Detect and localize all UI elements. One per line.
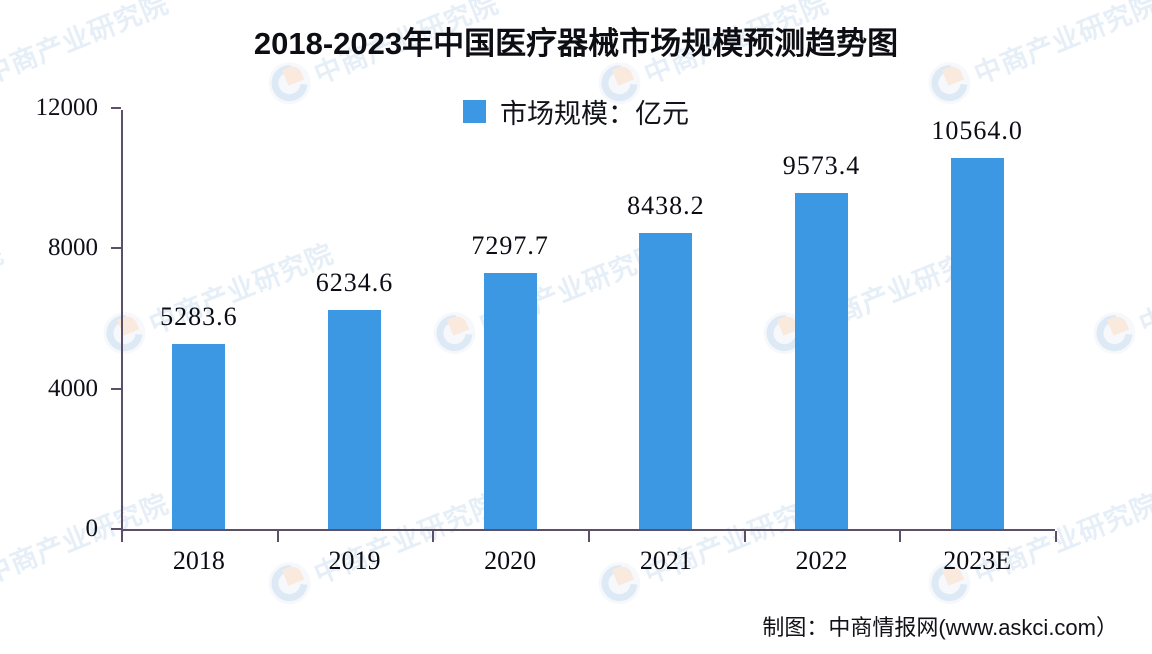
y-axis-tick-label: 0 xyxy=(85,515,99,542)
bar-value-label: 7297.7 xyxy=(471,230,549,260)
bar-value-label: 10564.0 xyxy=(931,116,1023,146)
y-axis-tick-label: 8000 xyxy=(48,234,98,262)
x-axis-category-label: 2020 xyxy=(484,546,537,575)
bar-value-label: 9573.4 xyxy=(782,151,861,181)
x-axis-category-slot: 2023E xyxy=(943,110,1011,575)
watermark-text: 中商产业研究院 xyxy=(0,238,8,340)
x-axis-tick xyxy=(588,531,590,542)
bar: 8438.2 xyxy=(627,191,704,529)
x-axis-category-slot: 2021 xyxy=(639,110,692,575)
bar: 6234.6 xyxy=(316,268,392,529)
source-attribution: 制图：中商情报网(www.askci.com） xyxy=(762,615,1118,640)
x-axis-category-label: 2018 xyxy=(172,546,225,575)
x-axis-tick xyxy=(1055,531,1057,542)
watermark-mark: 中商产业研究院 xyxy=(1087,230,1152,361)
bar-value-label: 5283.6 xyxy=(160,301,238,331)
chart-title: 2018-2023年中国医疗器械市场规模预测趋势图 xyxy=(253,26,899,61)
watermark-text: 中商产业研究院 xyxy=(1134,238,1152,340)
y-axis-tick: 4000 xyxy=(48,375,121,402)
watermark-logo-icon xyxy=(592,555,647,611)
y-axis-tick: 12000 xyxy=(36,94,121,121)
y-axis-tick-label: 4000 xyxy=(48,374,98,402)
legend-color-swatch-icon xyxy=(463,100,486,123)
x-axis-tick xyxy=(744,531,746,542)
y-axis-tick-label: 12000 xyxy=(35,94,99,121)
x-axis-category-slot: 2022 xyxy=(795,110,848,575)
x-axis-tick xyxy=(277,531,279,542)
y-axis-tick: 8000 xyxy=(48,234,121,261)
bar: 7297.7 xyxy=(471,231,548,529)
y-axis-tick: 0 xyxy=(86,515,121,542)
x-axis-line xyxy=(121,529,1055,531)
chart-legend: 市场规模：亿元 xyxy=(0,92,1152,131)
x-axis-category-label: 2019 xyxy=(328,546,381,575)
x-axis-tick xyxy=(432,531,434,542)
x-axis-tick xyxy=(899,531,901,542)
x-axis-category-label: 2021 xyxy=(639,546,692,575)
bar-value-label: 8438.2 xyxy=(627,190,705,220)
y-axis-line xyxy=(121,110,123,531)
x-axis-category-label: 2022 xyxy=(795,546,848,575)
watermark-logo-icon xyxy=(262,555,317,611)
watermark-mark: 中商产业研究院 xyxy=(0,230,9,360)
bar: 9573.4 xyxy=(783,151,859,529)
x-axis-category-slot: 2018 xyxy=(172,110,225,575)
bar-value-label: 6234.6 xyxy=(315,268,394,298)
bar: 5283.6 xyxy=(160,302,237,529)
legend-label: 市场规模：亿元 xyxy=(500,99,689,129)
x-axis-category-slot: 2020 xyxy=(484,110,537,575)
watermark-logo-icon xyxy=(1087,305,1142,361)
x-axis-category-label: 2023E xyxy=(943,546,1012,575)
plot-area: 0 4000 8000 12000 5283.6 6234.6 7297.7 8438.2 9… xyxy=(36,94,1057,575)
bar: 10564.0 xyxy=(931,116,1022,529)
x-axis-category-slot: 2019 xyxy=(328,110,381,575)
x-axis-tick xyxy=(121,531,123,542)
